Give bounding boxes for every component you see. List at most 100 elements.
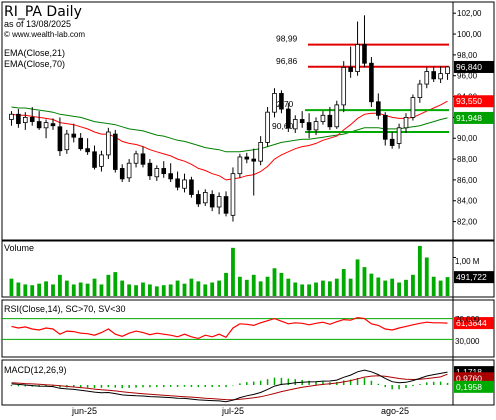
volume-bar [390, 278, 395, 296]
price-axis-label: 90,00 [457, 134, 478, 143]
volume-bar [383, 280, 388, 296]
macd-title: MACD(12,26,9) [4, 365, 67, 375]
ema70-label: EMA(Close,70) [4, 59, 65, 69]
level-label: 90,60 [272, 121, 294, 131]
volume-bar [147, 284, 152, 296]
rsi-title: RSI(Close,14), SC>70, SV<30 [4, 304, 126, 314]
candle-body [92, 151, 97, 168]
volume-title: Volume [4, 243, 34, 253]
candle-body [64, 133, 70, 151]
candle-body [431, 71, 436, 80]
macd-badge: 1,1718 [456, 367, 482, 377]
volume-bar [168, 284, 173, 296]
price-axis-label: 98,00 [457, 51, 478, 60]
candle-body [57, 126, 63, 152]
candle-body [244, 156, 250, 160]
candle-body [209, 194, 215, 208]
source-label: © www.wealth-lab.com [4, 30, 85, 39]
volume-bar [355, 259, 360, 296]
rsi-line [11, 316, 448, 340]
candle-body [410, 97, 416, 118]
price-axis-label: 82,00 [457, 218, 478, 227]
candle-body [237, 156, 243, 175]
volume-bar [78, 282, 83, 296]
candle-body [424, 71, 430, 85]
volume-bar [258, 281, 263, 296]
candle-body [306, 122, 312, 131]
macd-signal-line [11, 373, 448, 401]
x-label-jul: jul-25 [221, 406, 244, 416]
macd-hist-badge-bg [454, 380, 494, 393]
volume-bar [9, 278, 14, 296]
volume-bar [37, 283, 42, 296]
candle-body [396, 127, 402, 144]
volume-bar [23, 284, 28, 296]
candle-body [154, 168, 160, 178]
volume-bar [376, 277, 381, 296]
volume-bar [224, 272, 228, 296]
volume-bar [113, 272, 118, 296]
candle-body [189, 179, 194, 195]
volume-bar [127, 284, 132, 296]
ema70-badge-bg [454, 111, 494, 124]
volume-bar [341, 269, 346, 296]
volume-bar [134, 285, 138, 296]
candle-body [202, 192, 208, 204]
price-axis-label: 96,00 [457, 72, 478, 81]
volume-bar [51, 284, 55, 296]
price-badge-bg [454, 60, 494, 73]
candle-body [362, 44, 367, 64]
macd-hist-badge: 0,1958 [456, 382, 482, 392]
volume-bar [438, 280, 443, 296]
level-label: 98,99 [276, 34, 298, 44]
volume-bar [411, 274, 415, 296]
volume-bar [300, 284, 305, 296]
macd-line [11, 369, 448, 403]
candle-body [292, 119, 298, 130]
candle-body [175, 178, 180, 188]
price-axis-label: 86,00 [457, 176, 478, 185]
candle-body [286, 108, 291, 129]
volume-bar [64, 280, 69, 296]
volume-badge: 491,722 [456, 272, 487, 282]
volume-bar [362, 267, 367, 296]
candle-body [369, 62, 374, 103]
x-label-jun: jun-25 [71, 406, 97, 416]
candle-body [403, 116, 409, 129]
volume-panel [1, 240, 495, 298]
candle-body [9, 113, 14, 120]
volume-bar [154, 286, 159, 296]
candle-body [382, 114, 388, 140]
candle-body [272, 93, 277, 113]
candle-body [43, 122, 49, 129]
candle-body [106, 131, 111, 156]
macd-signal-badge: 0,9760 [456, 373, 482, 383]
volume-bar [161, 285, 166, 296]
candle-body [112, 133, 118, 170]
volume-bar [30, 285, 35, 296]
volume-bar [217, 280, 222, 296]
volume-bar [272, 268, 277, 296]
volume-bar [404, 279, 408, 296]
candle-body [327, 114, 333, 128]
candle-body [279, 93, 284, 110]
candle-body [355, 44, 360, 72]
volume-bar [196, 281, 201, 296]
candle-body [389, 138, 395, 146]
candle-body [36, 121, 42, 129]
volume-bar [99, 284, 104, 296]
volume-bar [182, 283, 187, 296]
candle-body [445, 66, 450, 75]
volume-bar [58, 274, 62, 296]
ema21-badge-bg [454, 95, 494, 108]
volume-bar [327, 281, 332, 296]
price-axis-label: 100,00 [457, 30, 482, 39]
candle-body [341, 66, 347, 106]
candle-body [50, 123, 56, 127]
volume-bar [106, 274, 111, 296]
x-label-ago: ago-25 [381, 406, 409, 416]
candle-body [216, 196, 222, 208]
volume-bar [369, 273, 374, 296]
volume-bar [321, 280, 325, 296]
